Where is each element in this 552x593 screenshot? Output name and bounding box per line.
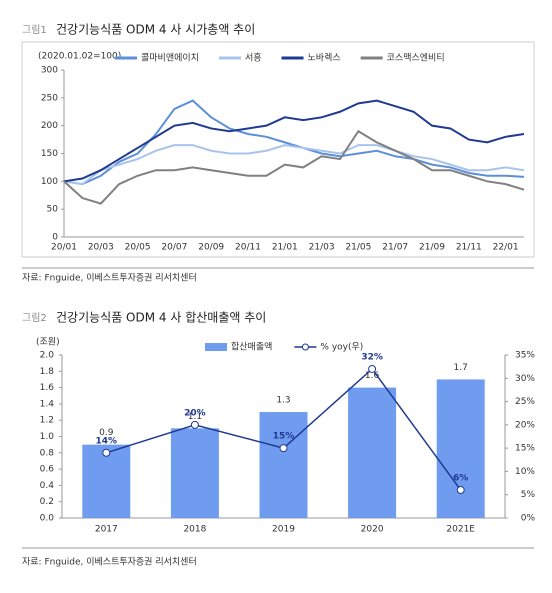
x-tick-label: 21/09 [419, 243, 445, 253]
chart-subtitle: (2020.01.02=100) [38, 52, 121, 62]
y-tick-label: 100 [41, 177, 58, 187]
x-tick-label: 2017 [95, 525, 118, 535]
legend-swatch [205, 343, 227, 351]
bar-value-label: 1.6 [365, 371, 380, 381]
line-value-label: 6% [453, 474, 468, 484]
bar [82, 444, 131, 518]
x-tick-label: 2019 [272, 525, 295, 535]
x-tick-label: 2020 [361, 525, 384, 535]
y2-tick-label: 25% [515, 397, 535, 407]
x-tick-label: 20/05 [125, 243, 151, 253]
legend-label: 노바렉스 [308, 53, 341, 64]
line-point [102, 448, 111, 457]
y2-tick-label: 0% [521, 514, 536, 524]
line-point [190, 420, 199, 429]
bar [348, 387, 397, 518]
y-tick-label: 1.2 [40, 416, 54, 426]
bar-value-label: 1.7 [454, 363, 468, 373]
x-tick-label: 2018 [183, 525, 206, 535]
y-tick-label: 250 [41, 93, 58, 103]
bar [436, 379, 485, 518]
x-tick-label: 21/07 [382, 243, 408, 253]
y-tick-label: 1.8 [40, 367, 55, 377]
line-value-label: 14% [96, 436, 118, 446]
y2-tick-label: 30% [515, 374, 535, 384]
bar-value-label: 0.9 [99, 428, 114, 438]
y-tick-label: 0 [52, 233, 58, 243]
legend-label: 코스맥스엔비티 [387, 53, 445, 64]
y-tick-label: 0.4 [40, 481, 55, 491]
legend-label: % yoy(우) [320, 342, 363, 353]
figure-label: 그림1 [22, 24, 47, 36]
y-axis-label: (조원) [36, 337, 60, 348]
y-tick-label: 300 [41, 66, 58, 76]
line-point [279, 444, 288, 453]
y-tick-label: 2.0 [40, 351, 55, 361]
y-tick-label: 0.2 [40, 497, 54, 507]
legend-swatch [301, 343, 309, 351]
x-tick-label: 20/11 [235, 243, 261, 253]
y2-tick-label: 20% [515, 420, 535, 430]
x-tick-label: 22/01 [493, 243, 519, 253]
bar-value-label: 1.1 [188, 412, 202, 422]
y2-tick-label: 10% [515, 467, 535, 477]
x-tick-label: 21/03 [309, 243, 335, 253]
x-tick-label: 2021E [446, 525, 475, 535]
y2-tick-label: 5% [521, 490, 536, 500]
y-tick-label: 0.8 [40, 448, 55, 458]
series-line [63, 144, 525, 186]
y-tick-label: 0.6 [40, 465, 55, 475]
y-tick-label: 150 [41, 149, 58, 159]
y-tick-label: 50 [47, 205, 59, 215]
y-tick-label: 200 [41, 121, 58, 131]
y-tick-label: 1.0 [40, 432, 55, 442]
chart-title: 건강기능식품 ODM 4 사 시가총액 추이 [56, 23, 255, 37]
bar [259, 412, 308, 518]
x-tick-label: 20/01 [51, 243, 77, 253]
y2-tick-label: 15% [515, 444, 535, 454]
chart-title: 건강기능식품 ODM 4 사 합산매출액 추이 [56, 311, 266, 325]
y-tick-label: 1.4 [40, 399, 55, 409]
figure-label: 그림2 [22, 312, 47, 324]
line-point [368, 364, 377, 373]
x-tick-label: 21/11 [456, 243, 482, 253]
legend-label: 서흥 [245, 52, 262, 64]
bar [170, 428, 219, 518]
y-tick-label: 0.0 [40, 514, 55, 524]
line-point [456, 486, 465, 495]
y-tick-label: 1.6 [40, 383, 55, 393]
series-line [63, 99, 525, 183]
y2-tick-label: 35% [515, 351, 535, 361]
line-value-label: 15% [273, 432, 295, 442]
x-tick-label: 21/05 [345, 243, 371, 253]
source: 자료: Fnguide, 이베스트투자증권 리서치센터 [22, 556, 197, 568]
bar-value-label: 1.3 [276, 396, 290, 406]
x-tick-label: 20/07 [161, 243, 187, 253]
x-tick-label: 20/03 [88, 243, 114, 253]
legend-label: 콜마비앤에이치 [141, 52, 199, 64]
line-value-label: 32% [361, 352, 383, 362]
x-tick-label: 20/09 [198, 243, 224, 253]
series-line [63, 99, 525, 186]
chart-frame [21, 41, 535, 258]
series-line [63, 129, 525, 205]
legend-label: 합산매출액 [231, 341, 272, 353]
source: 자료: Fnguide, 이베스트투자증권 리서치센터 [22, 272, 197, 284]
x-tick-label: 21/01 [272, 243, 298, 253]
line-value-label: 20% [184, 408, 206, 418]
